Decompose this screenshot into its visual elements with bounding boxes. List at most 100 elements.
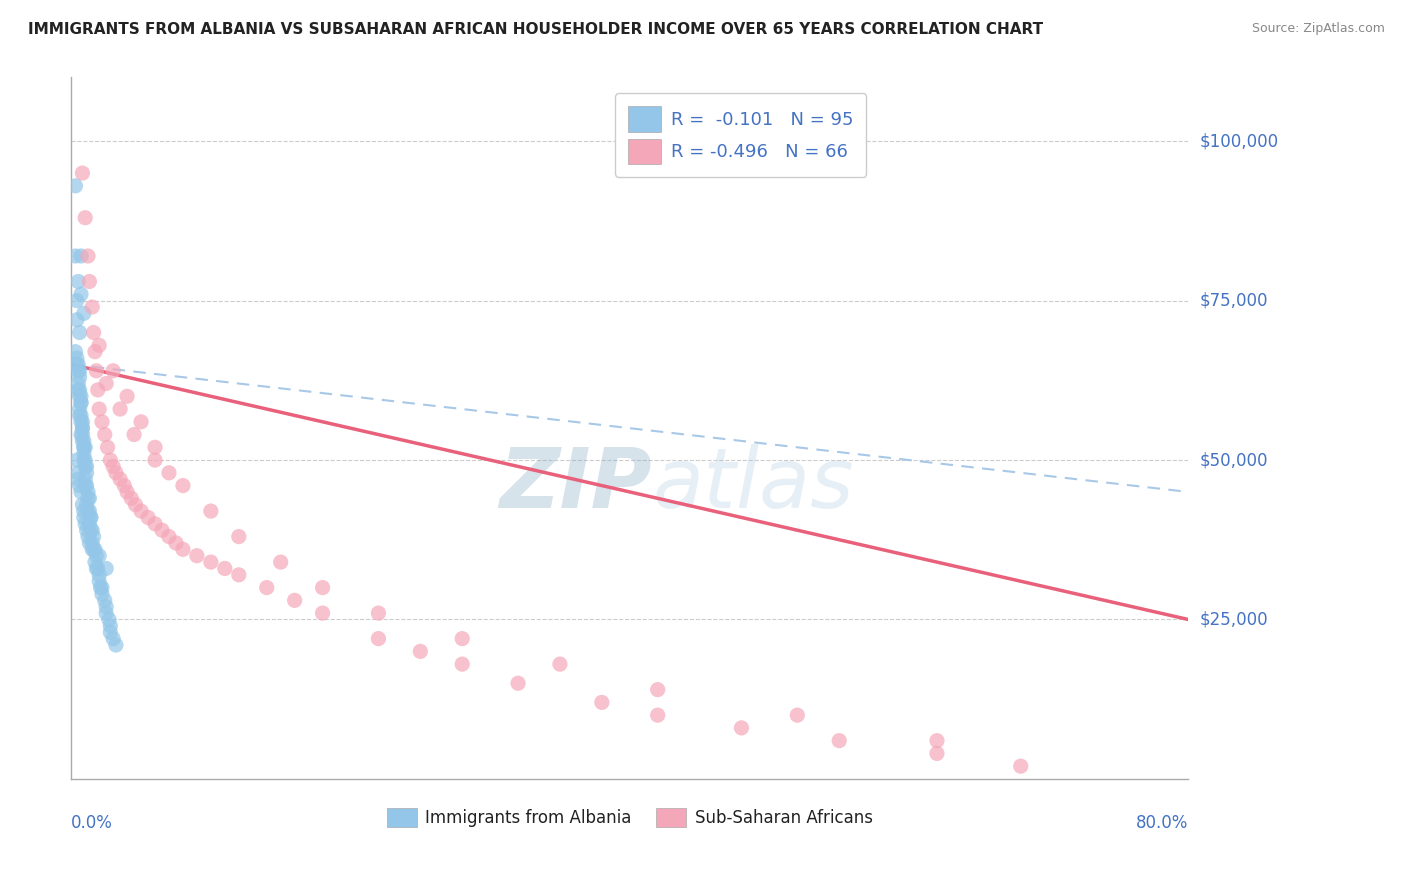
Point [97, 612, 120, 626]
Point [69, 389, 91, 403]
Point [730, 721, 752, 735]
Text: $25,000: $25,000 [1199, 610, 1268, 629]
Point [67, 466, 90, 480]
Point [73, 510, 96, 524]
Point [87, 383, 110, 397]
Point [83, 326, 105, 340]
Text: $50,000: $50,000 [1199, 451, 1268, 469]
Point [69, 409, 91, 423]
Point [1010, 759, 1032, 773]
Point [94, 427, 117, 442]
Point [91, 415, 114, 429]
Point [72, 415, 94, 429]
Point [70, 415, 93, 429]
Point [124, 498, 146, 512]
Text: ZIP: ZIP [499, 444, 652, 524]
Point [157, 530, 180, 544]
Text: Source: ZipAtlas.com: Source: ZipAtlas.com [1251, 22, 1385, 36]
Point [451, 632, 474, 646]
Point [112, 478, 135, 492]
Point [70, 395, 93, 409]
Point [91, 581, 114, 595]
Point [86, 549, 108, 563]
Point [115, 389, 138, 403]
Point [150, 523, 173, 537]
Point [79, 536, 101, 550]
Point [104, 466, 127, 480]
Point [94, 606, 117, 620]
Point [115, 485, 138, 500]
Point [70, 389, 93, 403]
Point [367, 606, 389, 620]
Text: $100,000: $100,000 [1199, 132, 1278, 150]
Point [69, 383, 91, 397]
Point [828, 733, 851, 747]
Point [94, 593, 117, 607]
Point [157, 466, 180, 480]
Point [77, 485, 100, 500]
Point [925, 733, 948, 747]
Point [76, 523, 98, 537]
Point [79, 516, 101, 531]
Point [69, 370, 91, 384]
Point [67, 358, 90, 372]
Point [79, 491, 101, 506]
Point [73, 306, 96, 320]
Point [89, 549, 111, 563]
Point [925, 747, 948, 761]
Text: $75,000: $75,000 [1199, 292, 1268, 310]
Point [91, 587, 114, 601]
Point [311, 606, 333, 620]
Point [67, 364, 90, 378]
Point [200, 504, 222, 518]
Point [136, 510, 159, 524]
Point [75, 211, 97, 225]
Point [186, 549, 208, 563]
Point [75, 440, 97, 454]
Point [86, 561, 108, 575]
Point [73, 440, 96, 454]
Point [108, 472, 131, 486]
Point [76, 478, 98, 492]
Point [311, 581, 333, 595]
Point [786, 708, 808, 723]
Point [72, 166, 94, 180]
Point [75, 453, 97, 467]
Point [70, 395, 93, 409]
Point [270, 555, 292, 569]
Point [70, 485, 93, 500]
Point [80, 510, 103, 524]
Point [90, 581, 112, 595]
Point [89, 338, 111, 352]
Point [84, 344, 107, 359]
Point [284, 593, 307, 607]
Point [96, 440, 118, 454]
Point [104, 638, 127, 652]
Point [79, 504, 101, 518]
Point [65, 249, 87, 263]
Point [228, 530, 250, 544]
Point [80, 510, 103, 524]
Point [200, 555, 222, 569]
Point [108, 402, 131, 417]
Legend: Immigrants from Albania, Sub-Saharan Africans: Immigrants from Albania, Sub-Saharan Afr… [380, 801, 879, 834]
Point [75, 472, 97, 486]
Point [83, 542, 105, 557]
Point [82, 523, 104, 537]
Point [70, 427, 93, 442]
Point [214, 561, 236, 575]
Point [66, 293, 89, 308]
Point [73, 440, 96, 454]
Point [76, 466, 98, 480]
Point [451, 657, 474, 672]
Point [143, 516, 166, 531]
Point [172, 542, 194, 557]
Point [77, 249, 100, 263]
Point [69, 364, 91, 378]
Point [73, 434, 96, 448]
Point [77, 530, 100, 544]
Point [70, 409, 93, 423]
Point [66, 453, 89, 467]
Point [82, 536, 104, 550]
Point [129, 415, 152, 429]
